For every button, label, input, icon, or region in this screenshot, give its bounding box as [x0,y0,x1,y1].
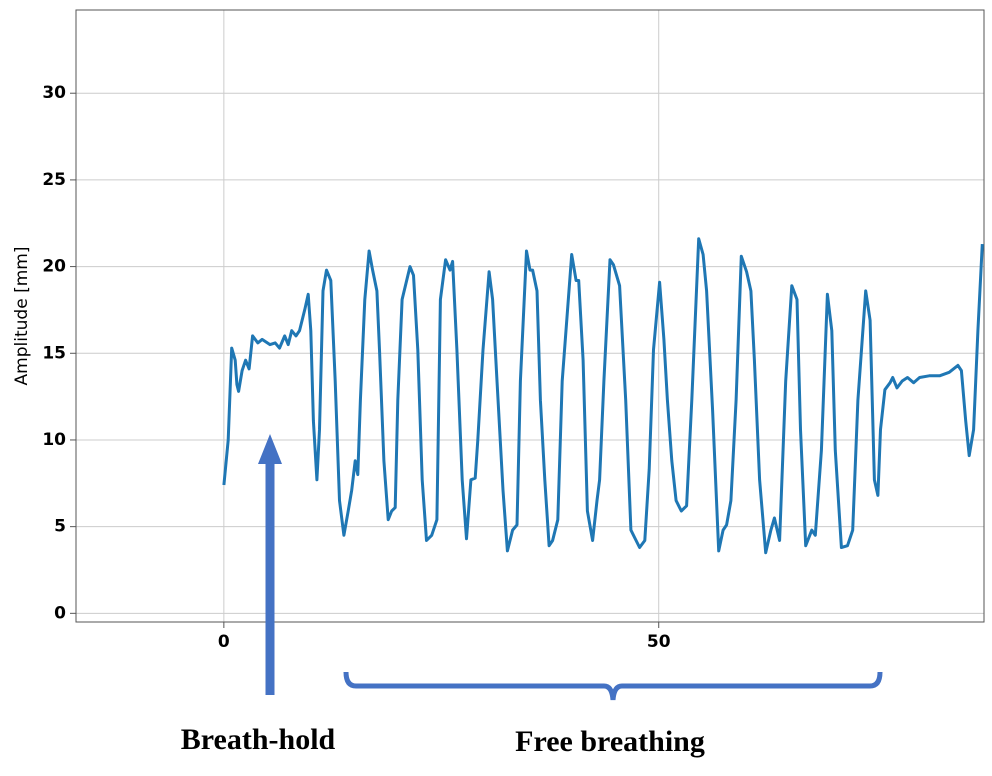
x-tick-label: 0 [218,632,230,652]
data-line [222,237,984,555]
annotation: Free breathing [515,725,705,758]
y-tick-label: 10 [42,430,66,450]
arrow-head [258,434,282,464]
y-tick-label: 5 [54,517,66,537]
plot-frame [75,9,985,623]
annotation: Breath-hold [181,723,336,756]
y-tick-label: 25 [42,170,66,190]
y-axis-label: Amplitude [mm] [12,247,32,386]
x-tick-label: 50 [647,632,671,652]
y-tick-label: 15 [42,343,66,363]
y-tick-label: 30 [42,83,66,103]
y-tick-label: 0 [54,603,66,623]
brace [343,671,883,701]
y-tick-label: 20 [42,257,66,277]
